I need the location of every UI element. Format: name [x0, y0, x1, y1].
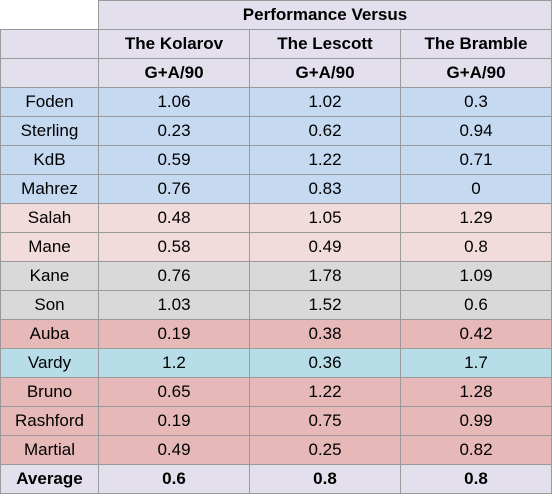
- table-row: Son 1.03 1.52 0.6: [0, 290, 552, 320]
- value-cell: 0.76: [98, 174, 250, 204]
- player-name: Kane: [0, 261, 99, 291]
- value-cell: 0.59: [98, 145, 250, 175]
- value-cell: 1.02: [249, 87, 401, 117]
- opponent-header: The Lescott: [249, 29, 401, 59]
- group-header: Performance Versus: [98, 0, 552, 30]
- table-row: Auba 0.19 0.38 0.42: [0, 319, 552, 349]
- value-cell: 0.36: [249, 348, 401, 378]
- value-cell: 0.25: [249, 435, 401, 465]
- value-cell: 1.2: [98, 348, 250, 378]
- value-cell: 0.49: [98, 435, 250, 465]
- player-name: Foden: [0, 87, 99, 117]
- opponent-header: The Kolarov: [98, 29, 250, 59]
- value-cell: 1.7: [400, 348, 552, 378]
- value-cell: 0.8: [400, 232, 552, 262]
- player-name: Mane: [0, 232, 99, 262]
- player-name: Mahrez: [0, 174, 99, 204]
- blank-cell: [0, 58, 99, 88]
- value-cell: 0.71: [400, 145, 552, 175]
- table-row: Vardy 1.2 0.36 1.7: [0, 348, 552, 378]
- value-cell: 1.52: [249, 290, 401, 320]
- value-cell: 1.28: [400, 377, 552, 407]
- player-name: KdB: [0, 145, 99, 175]
- table-row: Salah 0.48 1.05 1.29: [0, 203, 552, 233]
- value-cell: 0.19: [98, 319, 250, 349]
- opponent-header: The Bramble: [400, 29, 552, 59]
- player-name: Salah: [0, 203, 99, 233]
- table-row: Kane 0.76 1.78 1.09: [0, 261, 552, 291]
- value-cell: 0.23: [98, 116, 250, 146]
- value-cell: 1.03: [98, 290, 250, 320]
- value-cell: 0.19: [98, 406, 250, 436]
- metric-header-row: G+A/90 G+A/90 G+A/90: [0, 58, 552, 88]
- player-name: Bruno: [0, 377, 99, 407]
- player-name: Martial: [0, 435, 99, 465]
- group-header-row: Performance Versus: [0, 0, 552, 30]
- value-cell: 0.42: [400, 319, 552, 349]
- value-cell: 0.6: [400, 290, 552, 320]
- value-cell: 1.78: [249, 261, 401, 291]
- table-row: Sterling 0.23 0.62 0.94: [0, 116, 552, 146]
- value-cell: 1.29: [400, 203, 552, 233]
- value-cell: 0.48: [98, 203, 250, 233]
- value-cell: 0.82: [400, 435, 552, 465]
- table-row: Mane 0.58 0.49 0.8: [0, 232, 552, 262]
- average-value: 0.6: [98, 464, 250, 494]
- player-name: Vardy: [0, 348, 99, 378]
- metric-header: G+A/90: [400, 58, 552, 88]
- value-cell: 0.65: [98, 377, 250, 407]
- value-cell: 0.49: [249, 232, 401, 262]
- value-cell: 0.83: [249, 174, 401, 204]
- average-value: 0.8: [400, 464, 552, 494]
- table-row: Foden 1.06 1.02 0.3: [0, 87, 552, 117]
- value-cell: 0: [400, 174, 552, 204]
- value-cell: 0.76: [98, 261, 250, 291]
- table-row: Rashford 0.19 0.75 0.99: [0, 406, 552, 436]
- value-cell: 0.3: [400, 87, 552, 117]
- table-row: Martial 0.49 0.25 0.82: [0, 435, 552, 465]
- value-cell: 1.22: [249, 377, 401, 407]
- table-row: Bruno 0.65 1.22 1.28: [0, 377, 552, 407]
- metric-header: G+A/90: [249, 58, 401, 88]
- blank-cell: [0, 29, 99, 59]
- player-name: Sterling: [0, 116, 99, 146]
- average-label: Average: [0, 464, 99, 494]
- value-cell: 0.38: [249, 319, 401, 349]
- value-cell: 1.05: [249, 203, 401, 233]
- value-cell: 0.94: [400, 116, 552, 146]
- table-row: Mahrez 0.76 0.83 0: [0, 174, 552, 204]
- value-cell: 1.06: [98, 87, 250, 117]
- value-cell: 0.62: [249, 116, 401, 146]
- value-cell: 0.75: [249, 406, 401, 436]
- value-cell: 1.22: [249, 145, 401, 175]
- metric-header: G+A/90: [98, 58, 250, 88]
- player-name: Auba: [0, 319, 99, 349]
- player-name: Rashford: [0, 406, 99, 436]
- blank-cell: [0, 0, 99, 30]
- player-name: Son: [0, 290, 99, 320]
- value-cell: 0.58: [98, 232, 250, 262]
- value-cell: 0.99: [400, 406, 552, 436]
- opponent-header-row: The Kolarov The Lescott The Bramble: [0, 29, 552, 59]
- table-row: KdB 0.59 1.22 0.71: [0, 145, 552, 175]
- average-value: 0.8: [249, 464, 401, 494]
- average-row: Average 0.6 0.8 0.8: [0, 464, 552, 494]
- value-cell: 1.09: [400, 261, 552, 291]
